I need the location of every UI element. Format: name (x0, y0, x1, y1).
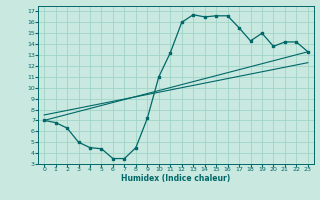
X-axis label: Humidex (Indice chaleur): Humidex (Indice chaleur) (121, 174, 231, 183)
